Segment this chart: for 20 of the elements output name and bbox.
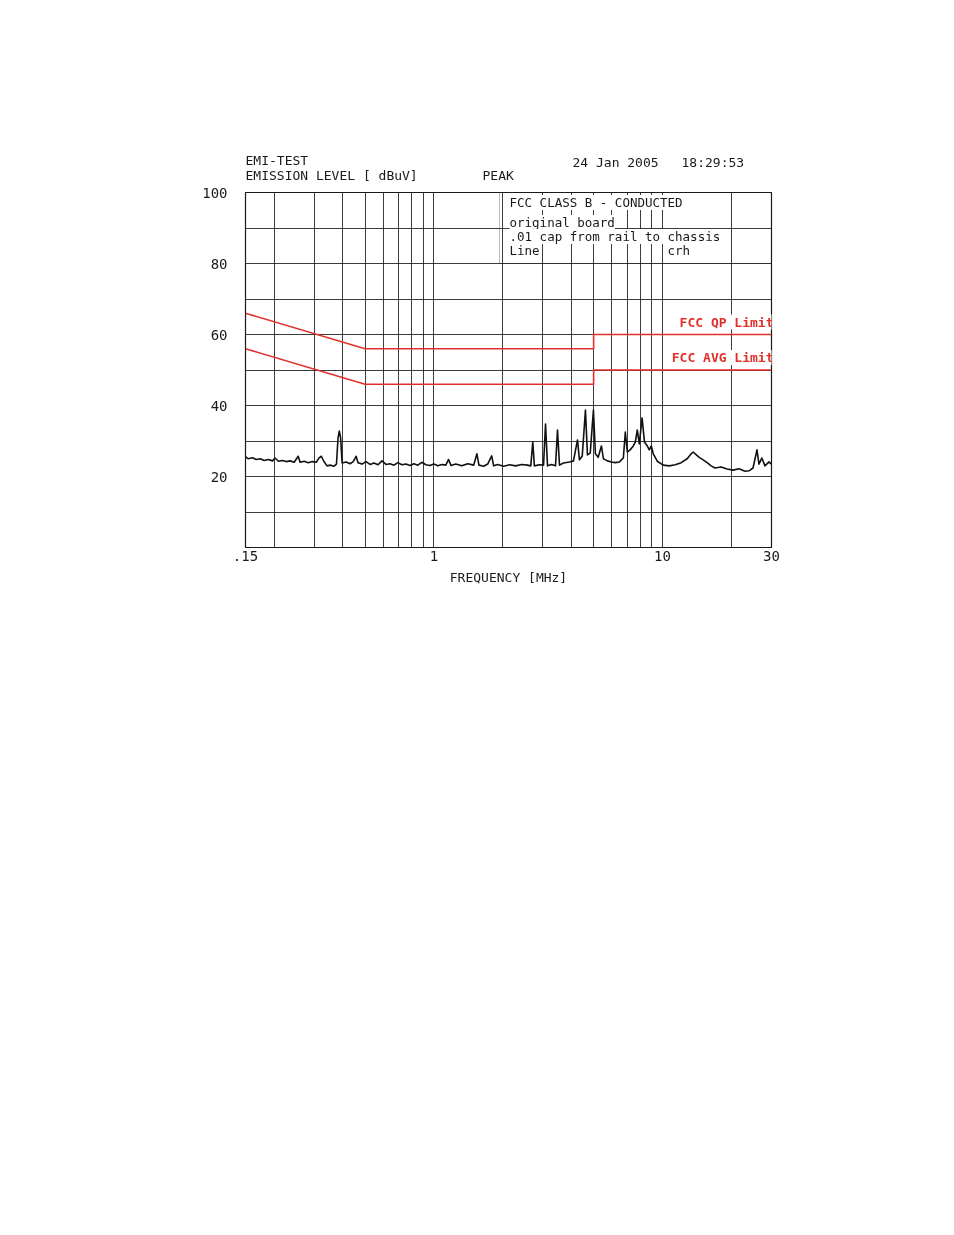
y-tick-label: 100	[202, 184, 228, 201]
annotation: original board	[509, 215, 615, 230]
y-axis-title: EMISSION LEVEL [ dBuV]	[245, 168, 418, 183]
text: 24 Jan 2005	[572, 155, 659, 170]
annotation: .01 cap from rail to chassis	[509, 229, 721, 244]
y-tick-label: 20	[210, 468, 228, 485]
y-tick-label: 60	[210, 326, 228, 343]
annotation: FCC CLASS B - CONDUCTED	[509, 195, 683, 210]
text: 18:29:53	[681, 155, 745, 170]
x-tick-label: 10	[654, 547, 671, 564]
chart-title: EMI-TEST	[245, 153, 309, 168]
text: PEAK	[482, 168, 514, 183]
x-tick-label: .15	[232, 547, 259, 564]
y-tick-label: 40	[210, 397, 228, 414]
x-axis-title: FREQUENCY [MHz]	[449, 569, 568, 585]
x-tick-label: 30	[763, 547, 780, 564]
x-tick-label: 1	[429, 547, 439, 564]
y-tick-label: 80	[210, 255, 228, 272]
annotation: Line	[509, 243, 540, 258]
annotation: crh	[667, 243, 691, 258]
